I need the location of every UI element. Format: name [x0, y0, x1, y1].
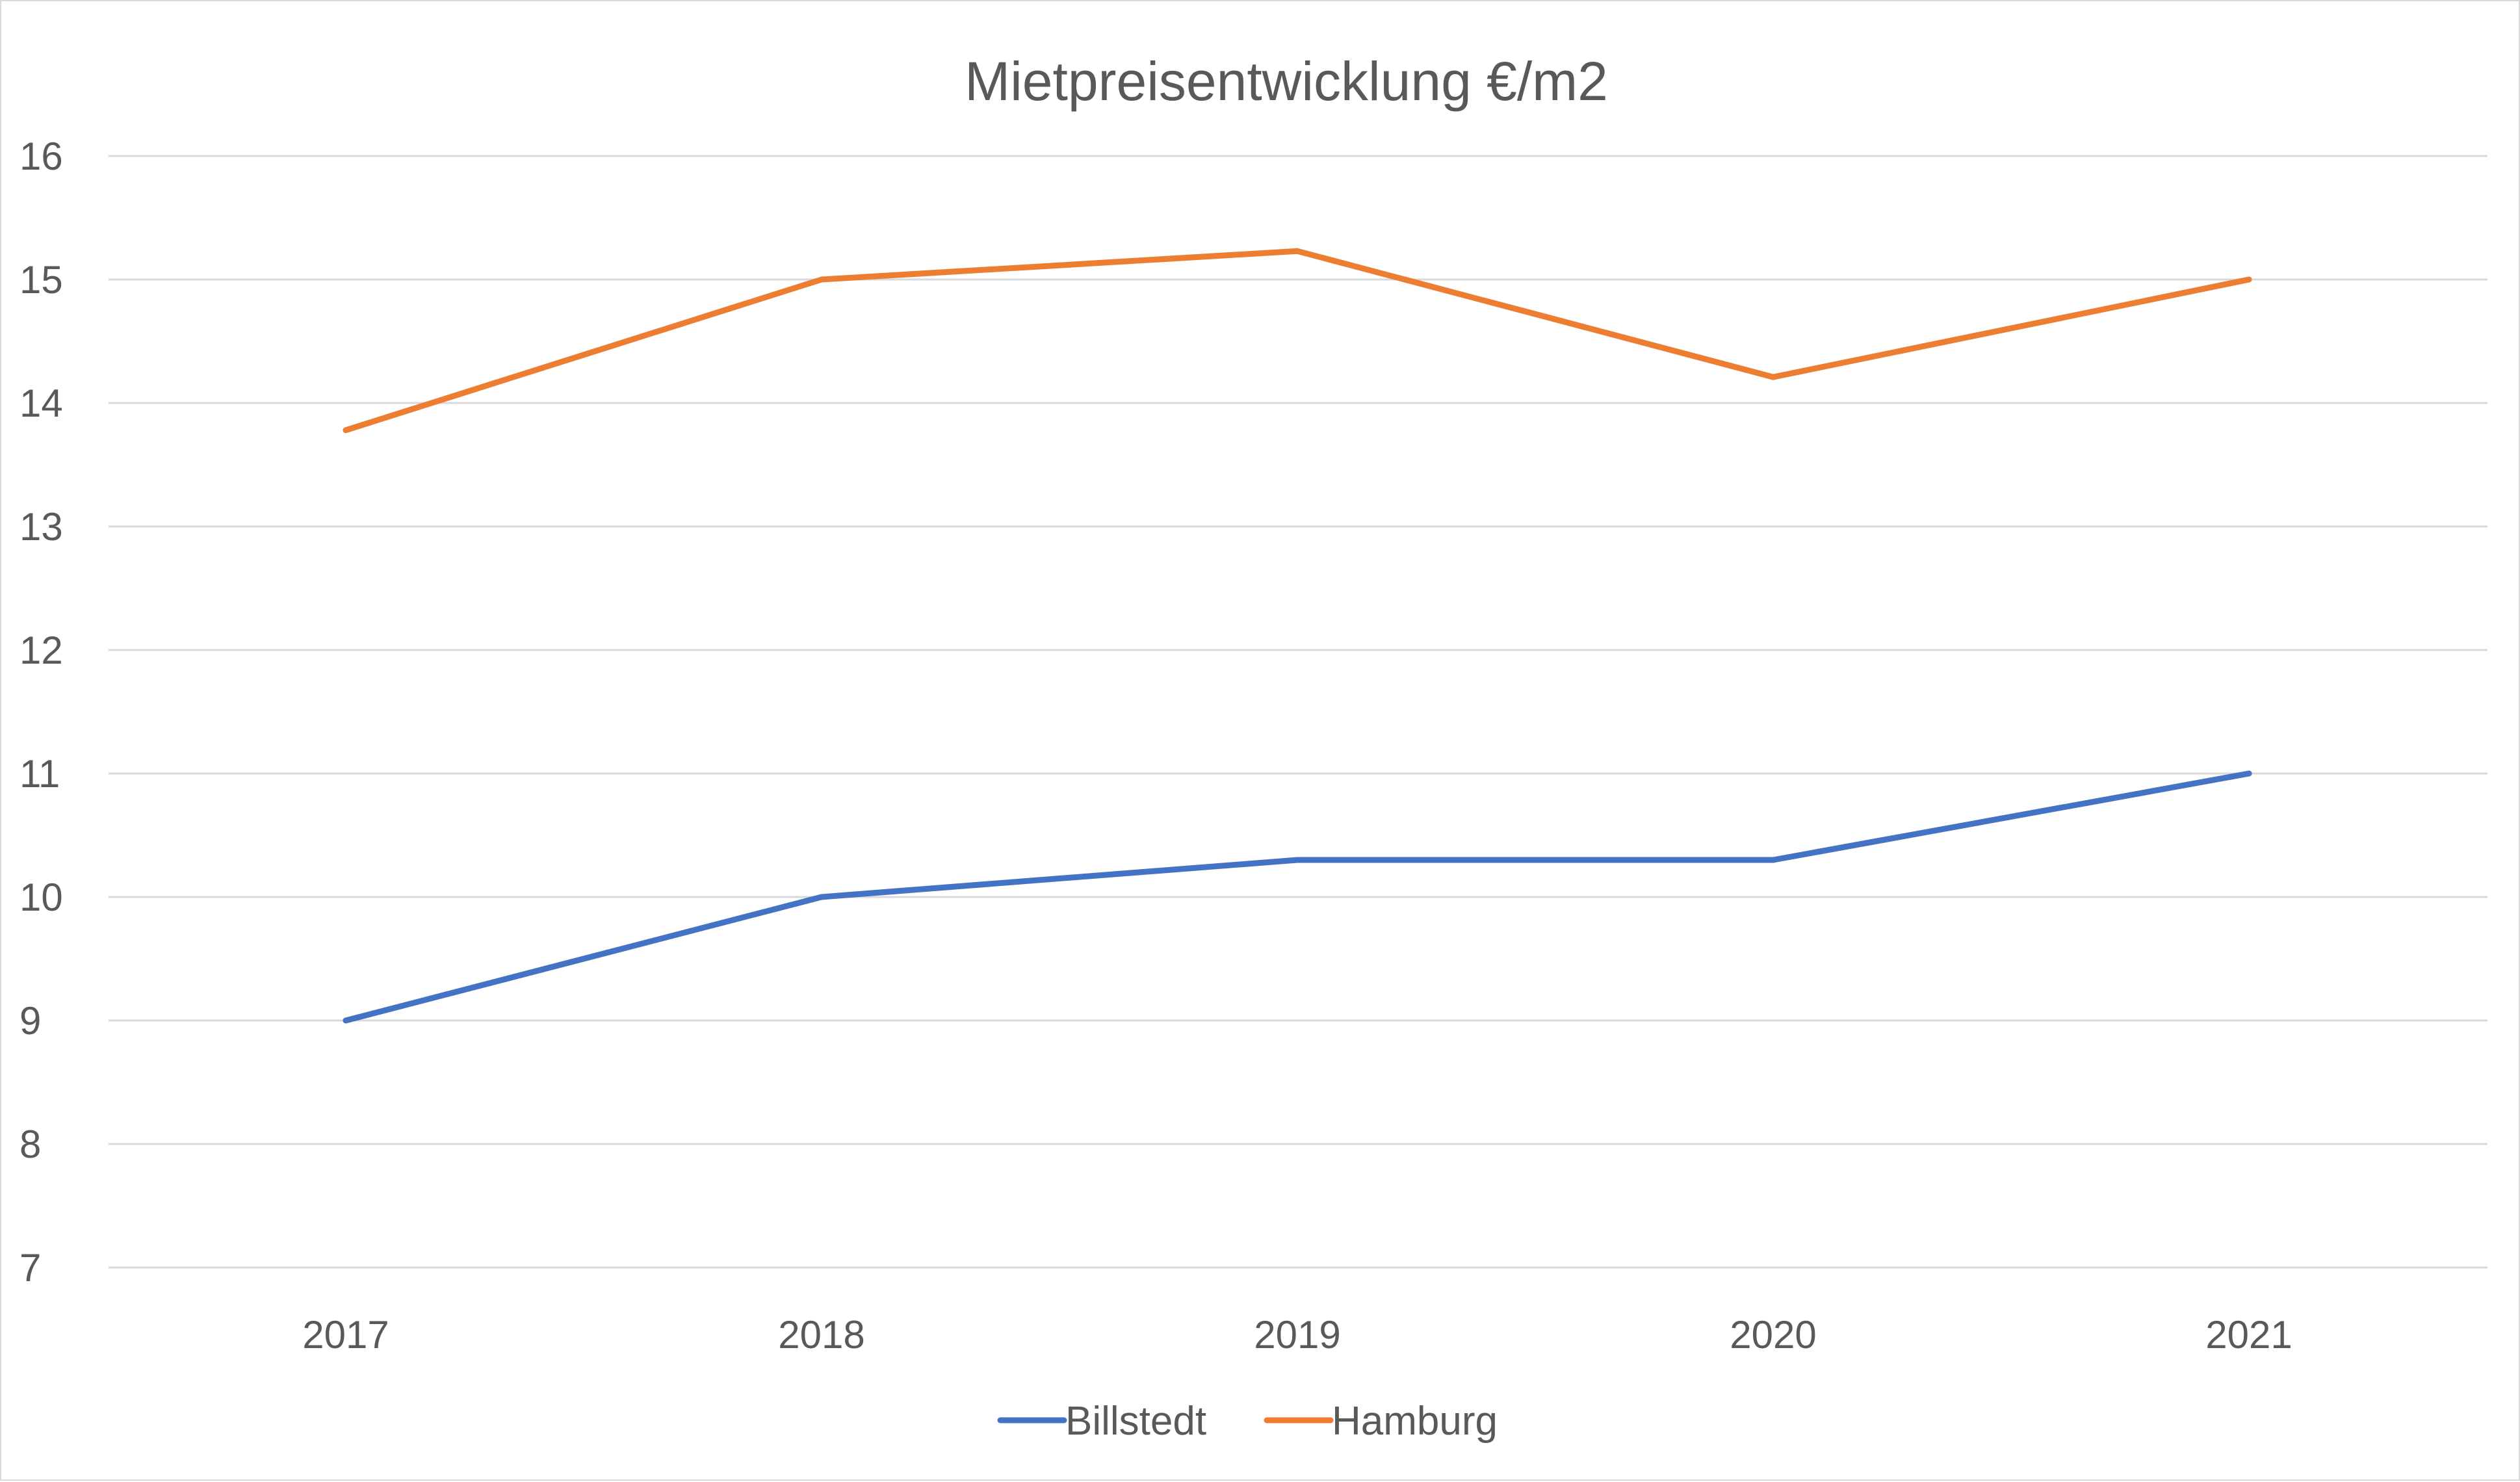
y-tick-label: 10 — [19, 876, 63, 919]
data-point-hamburg-2018 — [818, 276, 825, 283]
legend-label: Hamburg — [1332, 1399, 1498, 1444]
data-point-billstedt-2021 — [2246, 770, 2252, 777]
y-tick-label: 13 — [19, 505, 63, 549]
data-point-hamburg-2019 — [1294, 248, 1301, 254]
gridlines — [109, 155, 2488, 1269]
legend-item-billstedt[interactable]: Billstedt — [997, 1399, 1206, 1444]
data-point-billstedt-2017 — [343, 1017, 349, 1024]
data-point-hamburg-2020 — [1770, 374, 1776, 380]
x-tick-label: 2020 — [1730, 1313, 1816, 1357]
legend-label: Billstedt — [1065, 1399, 1206, 1444]
y-tick-label: 14 — [19, 382, 63, 425]
x-tick-label: 2018 — [778, 1313, 864, 1357]
data-point-billstedt-2020 — [1770, 857, 1776, 863]
y-axis: 7 8 9 10 11 12 13 14 15 16 — [19, 135, 63, 1290]
x-axis: 2017 2018 2019 2020 2021 — [302, 1313, 2292, 1357]
y-tick-label: 7 — [19, 1246, 41, 1290]
x-tick-label: 2017 — [302, 1313, 389, 1357]
data-point-hamburg-2017 — [343, 427, 349, 434]
series-lines — [343, 248, 2252, 1024]
legend[interactable]: Billstedt Hamburg — [997, 1399, 1498, 1444]
y-tick-label: 8 — [19, 1123, 41, 1166]
data-point-billstedt-2018 — [818, 894, 825, 900]
data-point-hamburg-2021 — [2246, 276, 2252, 283]
x-tick-label: 2019 — [1254, 1313, 1340, 1357]
x-tick-label: 2021 — [2205, 1313, 2292, 1357]
y-tick-label: 11 — [19, 752, 60, 796]
y-tick-label: 15 — [19, 258, 63, 302]
y-tick-label: 16 — [19, 135, 63, 178]
data-point-billstedt-2019 — [1294, 857, 1301, 863]
legend-item-hamburg[interactable]: Hamburg — [1264, 1399, 1498, 1444]
y-tick-label: 9 — [19, 999, 41, 1043]
y-tick-label: 12 — [19, 629, 63, 672]
chart-title: Mietpreisentwicklung €/m2 — [965, 51, 1608, 112]
